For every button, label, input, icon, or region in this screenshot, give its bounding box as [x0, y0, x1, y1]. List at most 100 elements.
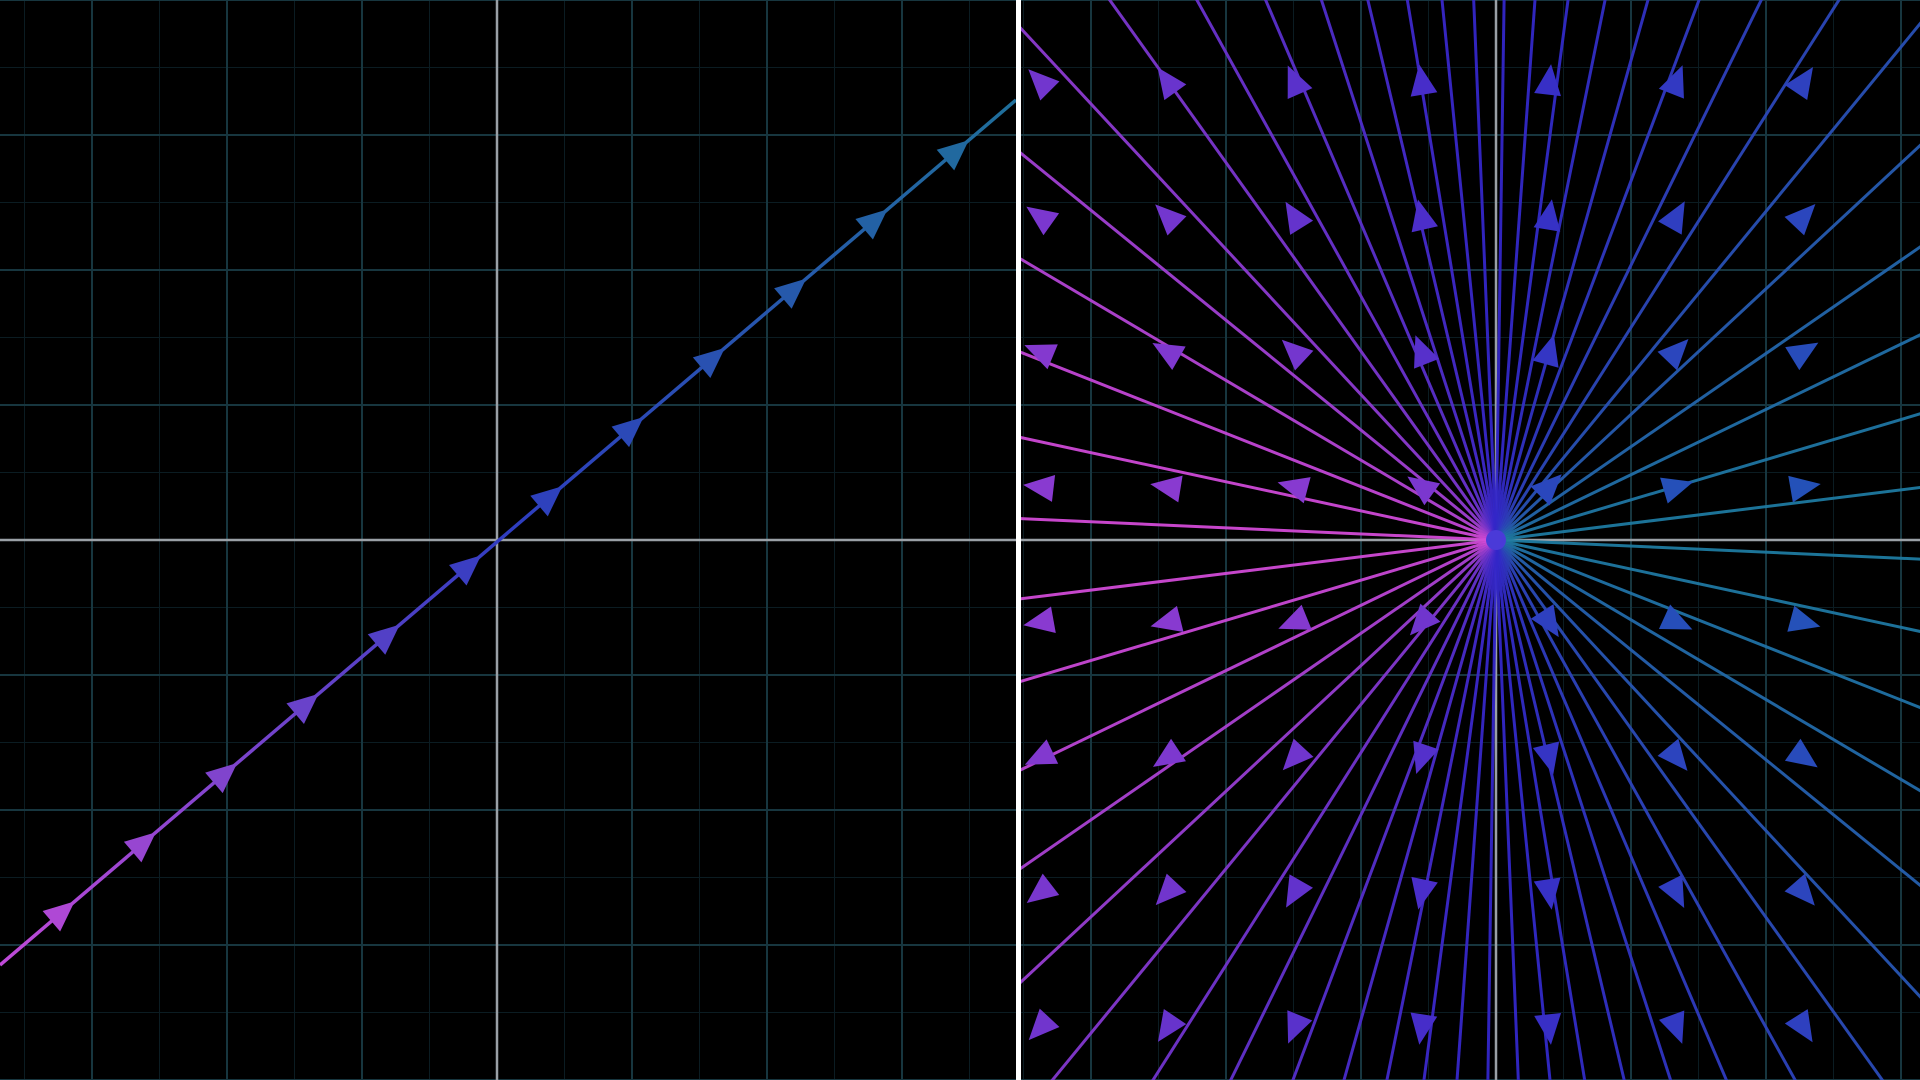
field-line — [1021, 151, 1497, 542]
arrow-head — [286, 693, 319, 724]
field-line — [1494, 21, 1920, 541]
field-line — [1319, 0, 1498, 541]
field-line — [1494, 0, 1763, 541]
field-line — [1405, 0, 1498, 541]
arrow-head — [936, 140, 969, 171]
field-line — [1107, 0, 1498, 541]
arrow-head — [1287, 65, 1313, 99]
arrow-head — [1285, 201, 1314, 235]
field-line — [1021, 26, 1498, 542]
field-line — [1494, 539, 1885, 1080]
field-line — [1195, 0, 1498, 541]
arrow-head — [1024, 739, 1059, 765]
left-panel — [0, 0, 1016, 1080]
flow-line — [0, 98, 1016, 967]
field-line — [1021, 538, 1497, 870]
source-point — [1486, 530, 1506, 550]
arrow-head — [1278, 604, 1312, 630]
arrow-head — [1152, 738, 1186, 767]
arrow-head — [1533, 877, 1561, 910]
arrow-head — [1409, 603, 1441, 636]
field-line — [1495, 245, 1920, 542]
field-line — [1342, 539, 1498, 1080]
field-line — [1385, 539, 1498, 1080]
arrow-head — [1532, 334, 1559, 368]
arrow-head — [1658, 604, 1693, 630]
field-line — [1291, 539, 1498, 1080]
field-line — [1021, 350, 1497, 542]
field-line — [1495, 538, 1920, 633]
arrow-head — [1784, 67, 1814, 100]
arrow-head — [1414, 335, 1440, 369]
arrow-head — [1407, 476, 1441, 506]
arrow-head — [1410, 64, 1438, 97]
arrow-head — [1282, 738, 1314, 771]
arrow-head — [1024, 344, 1058, 370]
arrow-head — [1023, 606, 1056, 634]
arrow-head — [530, 486, 563, 517]
arrow-head — [1788, 475, 1821, 503]
arrow-head — [1411, 876, 1438, 910]
field-line — [1263, 0, 1498, 541]
panel-divider — [1016, 0, 1021, 1080]
arrow-head — [1787, 605, 1821, 632]
field-line — [1494, 143, 1920, 542]
field-line — [1495, 412, 1920, 542]
field-line — [1229, 539, 1498, 1080]
field-line — [1455, 539, 1498, 1080]
arrow-head — [1286, 874, 1313, 908]
field-line — [1495, 538, 1920, 561]
arrow-grid — [1023, 64, 1821, 1045]
arrow-head — [1530, 604, 1559, 638]
field-lines — [1021, 0, 1920, 1080]
arrow-head — [1150, 605, 1184, 633]
arrow-head — [1026, 873, 1060, 904]
arrow-head — [1658, 874, 1685, 909]
field-line — [1021, 257, 1497, 542]
arrow-head — [692, 347, 725, 378]
arrow-head — [1155, 873, 1187, 906]
field-line — [1494, 0, 1570, 541]
field-line — [1494, 539, 1797, 1080]
field-line — [1495, 486, 1920, 542]
arrow-head — [1658, 1010, 1685, 1044]
field-line — [1494, 0, 1841, 541]
field-line — [1021, 538, 1497, 601]
field-line — [1151, 539, 1498, 1080]
arrow-head — [42, 901, 75, 932]
arrow-head — [1785, 342, 1819, 371]
arrow-head — [1281, 339, 1314, 371]
field-line — [1422, 539, 1498, 1080]
arrow-head — [449, 555, 482, 586]
field-line — [1440, 0, 1498, 541]
arrow-head — [1660, 477, 1694, 504]
arrow-head — [1150, 475, 1183, 503]
arrow-head — [1784, 738, 1818, 768]
field-line — [1472, 0, 1498, 541]
field-line — [1494, 0, 1701, 541]
field-line — [1495, 333, 1920, 542]
arrow-head — [123, 832, 156, 863]
arrow-head — [1784, 873, 1815, 906]
arrow-head — [1533, 199, 1561, 232]
arrow-head — [1157, 1009, 1187, 1042]
field-line — [1021, 517, 1497, 542]
field-line — [1366, 0, 1498, 541]
arrow-head — [1534, 64, 1561, 97]
field-line — [1494, 0, 1506, 541]
arrow-head — [205, 763, 238, 794]
arrow-head — [1657, 338, 1689, 371]
arrow-head — [1413, 740, 1439, 775]
field-line — [1021, 436, 1497, 542]
field-line — [1494, 539, 1520, 1080]
arrow-head — [1532, 741, 1560, 775]
arrow-head — [1028, 1008, 1060, 1041]
grid — [0, 0, 1016, 1080]
field-line — [1021, 538, 1497, 772]
field-line — [1021, 538, 1498, 984]
field-line — [1050, 539, 1498, 1080]
field-line — [1021, 538, 1497, 683]
arrow-head — [1411, 199, 1438, 233]
arrow-head — [1534, 1013, 1562, 1045]
arrow-head — [1155, 204, 1187, 236]
